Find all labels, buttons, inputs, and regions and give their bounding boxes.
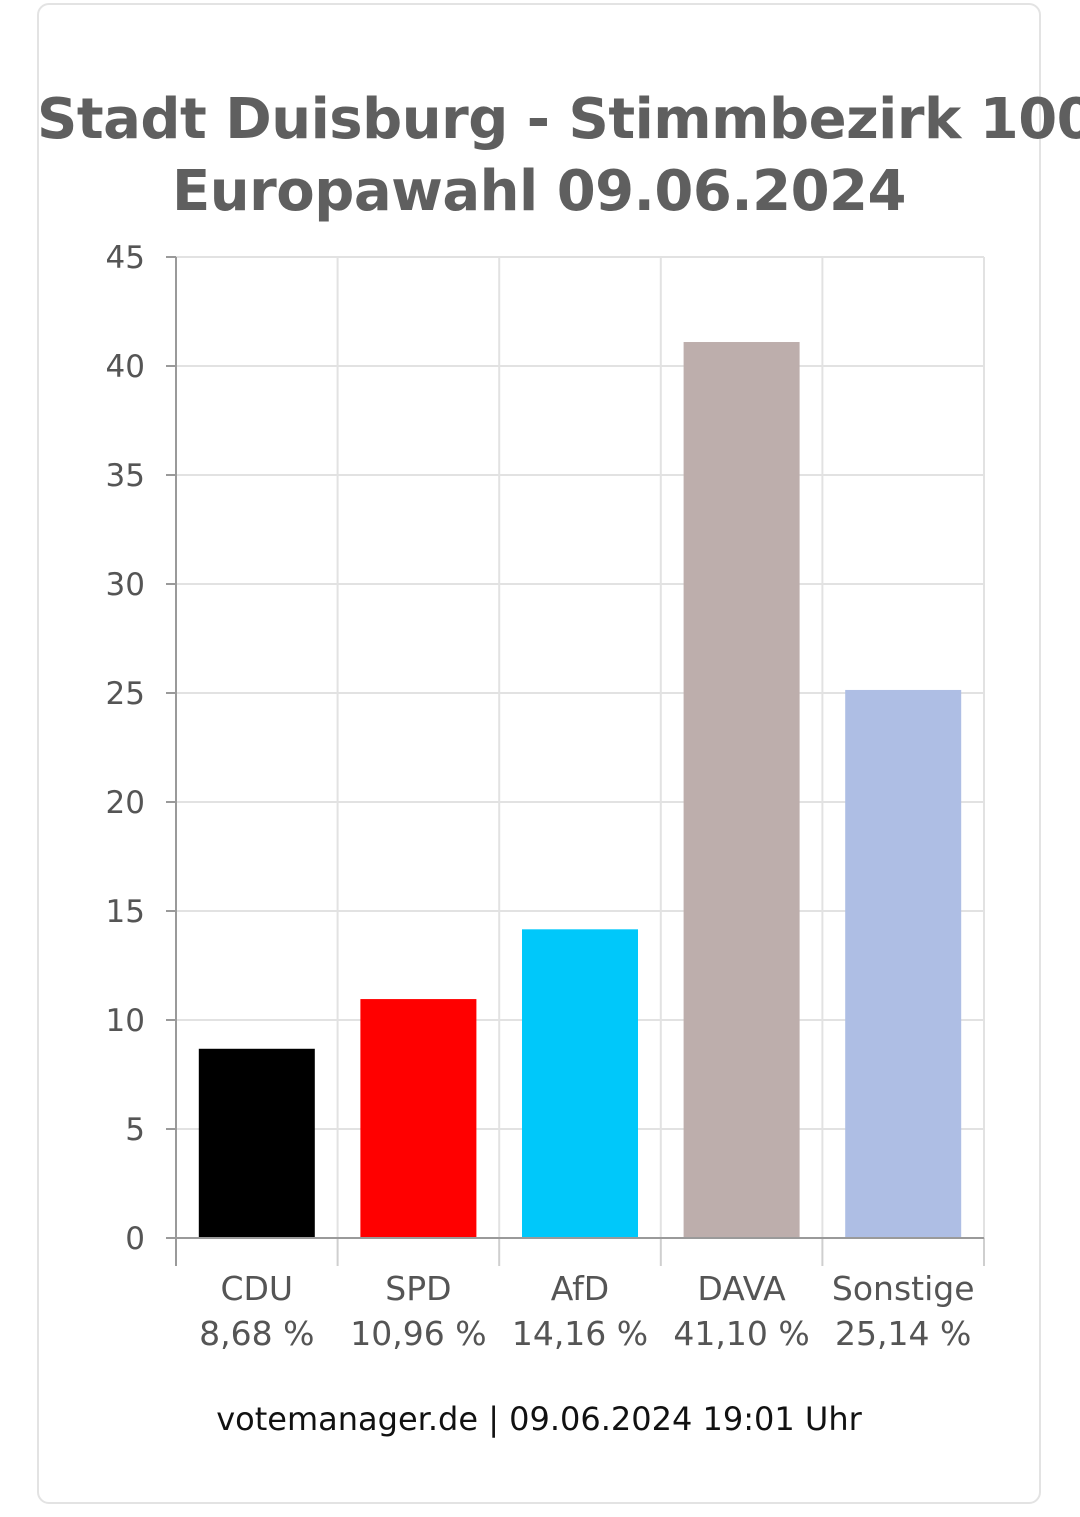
y-tick-label-35: 35 <box>106 458 145 494</box>
chart-title: Stadt Duisburg - Stimmbezirk 1001 <box>37 87 1080 152</box>
bar-afd <box>522 929 638 1238</box>
chart-title-block: Stadt Duisburg - Stimmbezirk 1001 Europa… <box>37 84 1080 228</box>
footer-separator: | <box>488 1400 499 1438</box>
data-label-sonstige: 25,14 % <box>835 1314 971 1353</box>
chart-subtitle: Europawahl 09.06.2024 <box>172 159 906 224</box>
data-label-afd: 14,16 % <box>512 1314 648 1353</box>
bar-sonstige <box>845 689 962 1238</box>
data-label-spd: 10,96 % <box>350 1314 486 1353</box>
data-label-dava: 41,10 % <box>673 1314 809 1353</box>
y-tick-label-5: 5 <box>125 1112 145 1148</box>
y-tick-label-15: 15 <box>106 894 145 930</box>
footer-source: votemanager.de <box>216 1400 479 1438</box>
chart-footer: votemanager.de | 09.06.2024 19:01 Uhr <box>37 1400 1041 1438</box>
x-tick-label-cdu: CDU <box>220 1269 293 1308</box>
bar-cdu <box>198 1048 315 1238</box>
y-tick-label-25: 25 <box>106 676 145 712</box>
data-label-cdu: 8,68 % <box>199 1314 314 1353</box>
y-tick-label-30: 30 <box>106 567 145 603</box>
x-tick-label-sonstige: Sonstige <box>832 1269 975 1308</box>
y-tick-label-20: 20 <box>106 785 145 821</box>
bar-dava <box>683 342 800 1238</box>
y-tick-label-45: 45 <box>106 240 145 276</box>
x-tick-label-dava: DAVA <box>697 1269 786 1308</box>
bar-spd <box>360 999 477 1238</box>
x-tick-label-afd: AfD <box>551 1269 609 1308</box>
y-tick-label-0: 0 <box>125 1221 145 1257</box>
y-tick-label-10: 10 <box>106 1003 145 1039</box>
y-tick-label-40: 40 <box>106 349 145 385</box>
footer-timestamp: 09.06.2024 19:01 Uhr <box>509 1400 862 1438</box>
x-tick-label-spd: SPD <box>385 1269 451 1308</box>
